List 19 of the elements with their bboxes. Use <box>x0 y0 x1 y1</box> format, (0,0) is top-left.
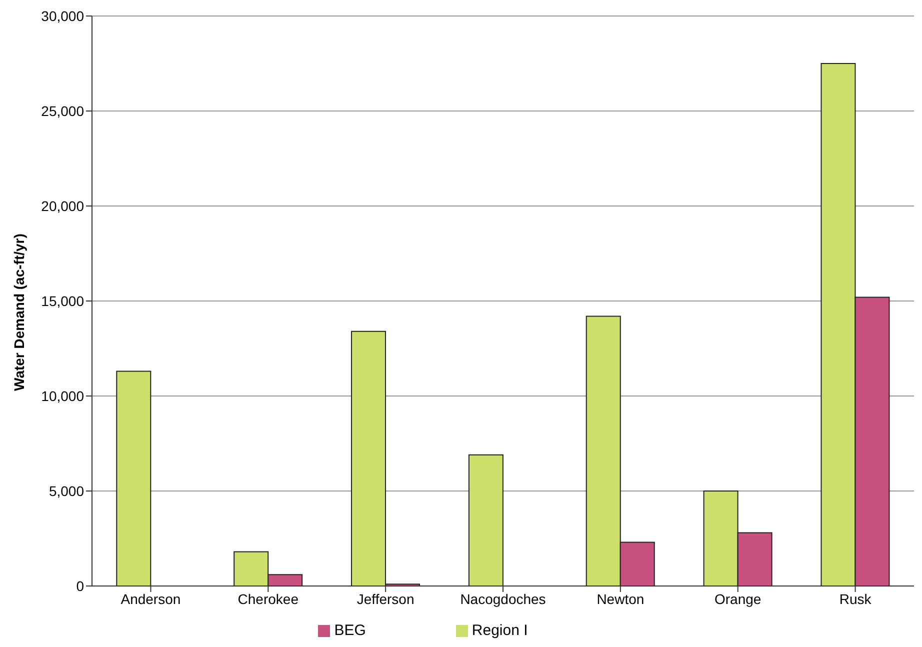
x-tick-label: Anderson <box>120 590 181 607</box>
x-tick-label: Cherokee <box>238 590 299 607</box>
y-tick-label: 0 <box>76 578 84 594</box>
x-tick-label: Jefferson <box>356 590 414 607</box>
y-tick-label: 10,000 <box>41 388 84 404</box>
y-tick-label: 25,000 <box>41 102 84 119</box>
y-tick-label: 5,000 <box>48 482 84 499</box>
x-tick-label: Newton <box>596 590 644 607</box>
x-tick-label: Orange <box>714 590 762 607</box>
x-tick-label: Nacogdoches <box>460 590 546 607</box>
x-tick-label: Rusk <box>839 590 872 607</box>
bar <box>116 370 152 586</box>
y-tick-label: 20,000 <box>41 198 84 214</box>
y-axis-title: Water Demand (ac-ft/yr) <box>10 234 27 391</box>
legend-label: Region I <box>472 622 528 639</box>
y-tick-label: 15,000 <box>41 292 84 309</box>
bar <box>468 454 504 586</box>
legend-label: BEG <box>334 622 366 639</box>
y-tick-label: 30,000 <box>41 8 84 24</box>
